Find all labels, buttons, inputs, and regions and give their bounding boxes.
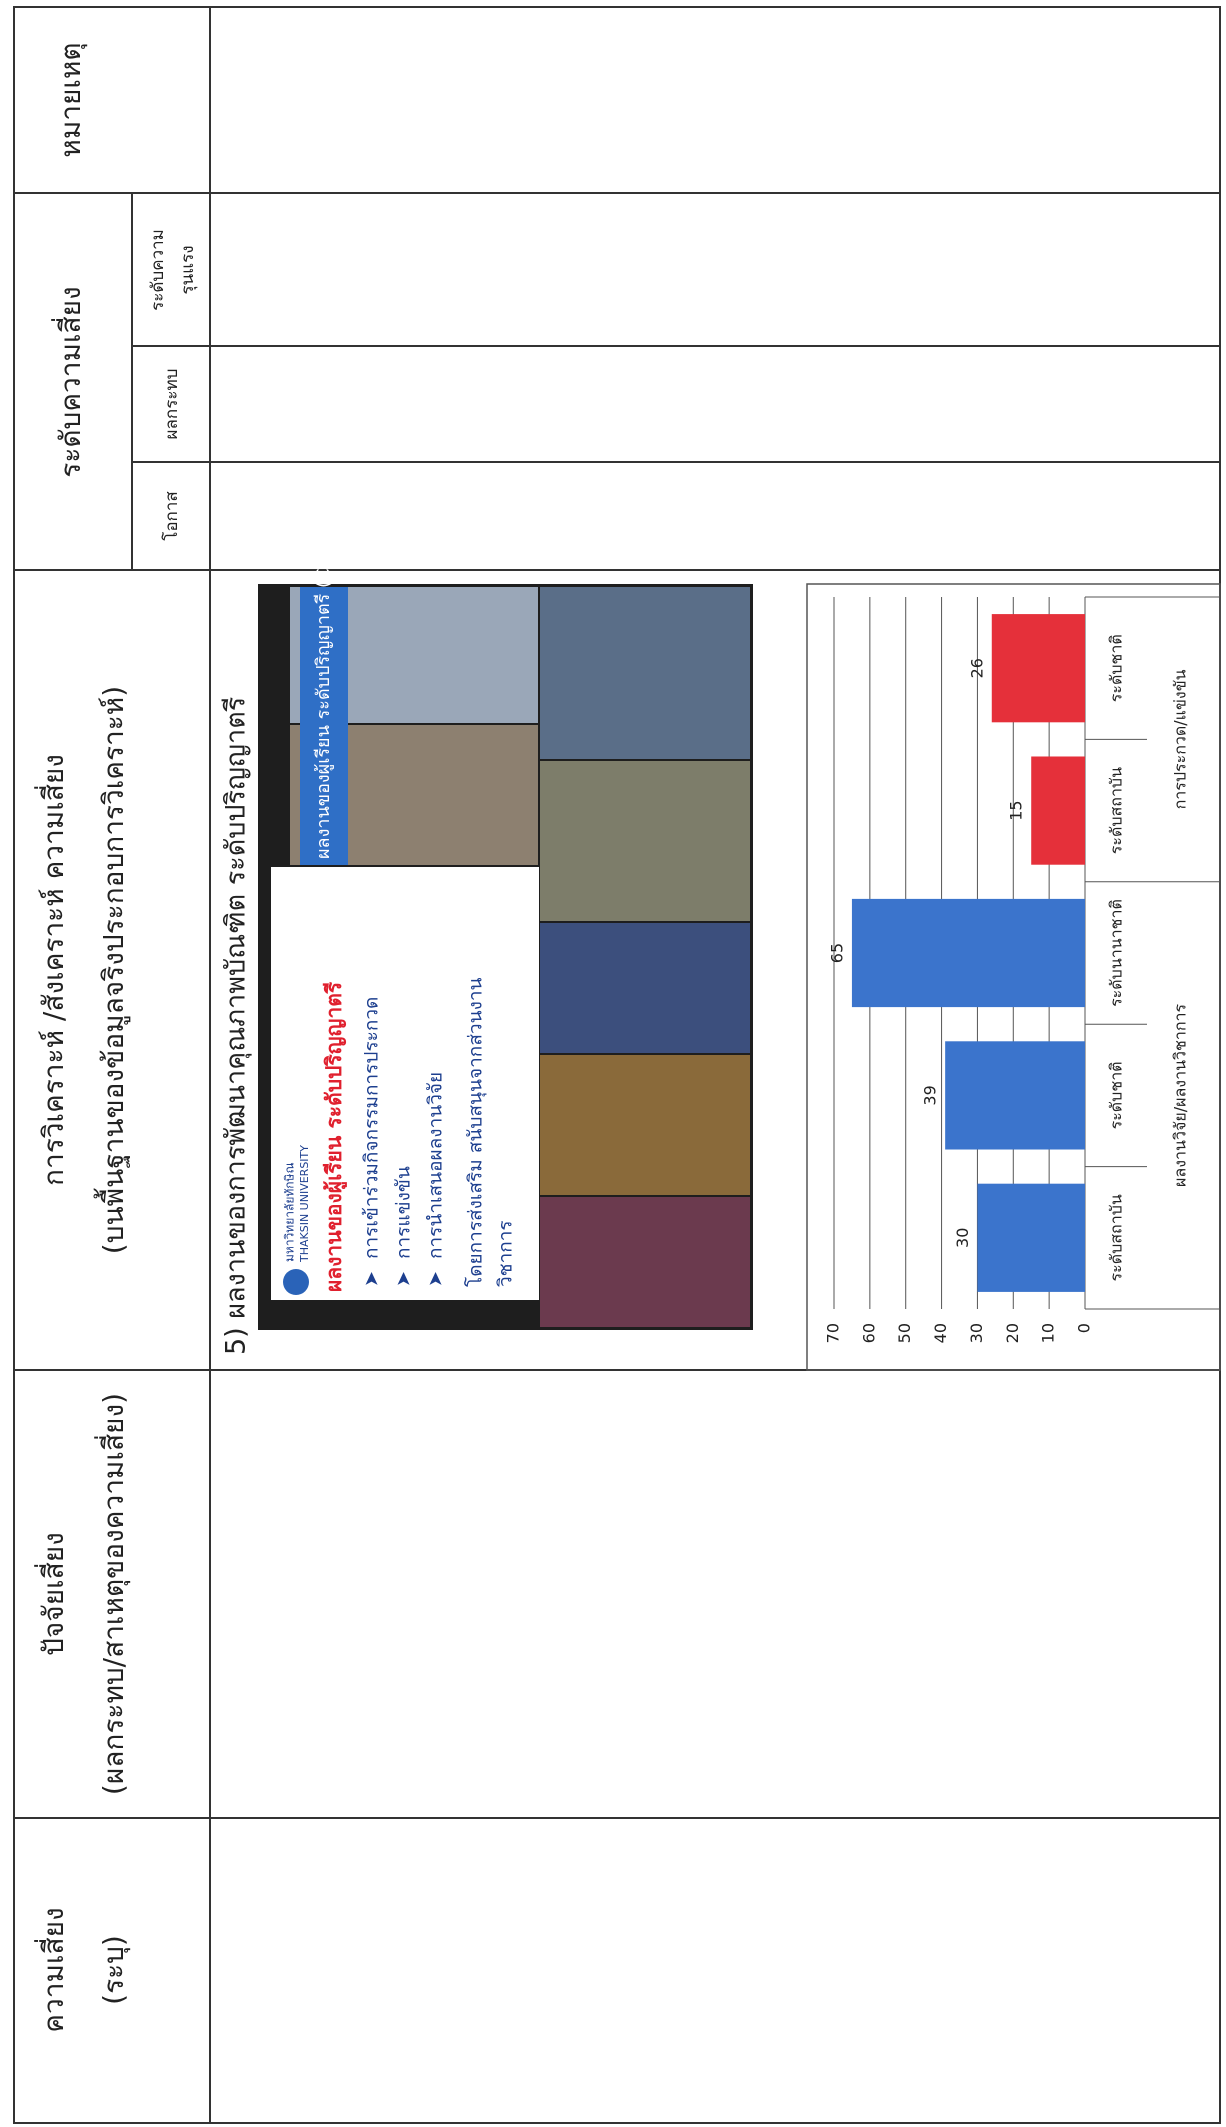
data-label: 65 [827,943,846,963]
sub-header: ระดับความ [148,229,168,311]
slide-bullet-marker: ➤ [393,1271,415,1287]
header: ความเสี่ยง [34,1907,70,2032]
header: หมายเหตุ [54,42,88,157]
slide-note: โดยการส่งเสริม สนับสนุนจากส่วนงาน [464,977,488,1287]
bar [1031,756,1085,865]
header: (ระบุ) [97,1935,131,2005]
slide-bullet-marker: ➤ [425,1271,447,1287]
x-tick-label: ระดับสถาบัน [1107,767,1126,854]
slide-banner: ผลงานของผู้เรียน ระดับปริญญาตรี (C.4) [313,544,334,859]
slide-bullet: การเข้าร่วมกิจกรรมการประกวด [361,997,383,1259]
y-tick-label: 50 [895,1323,914,1343]
y-tick-label: 10 [1039,1323,1058,1343]
data-label: 39 [921,1085,940,1105]
data-label: 30 [953,1228,972,1248]
header: การวิเคราะห์ /สังเคราะห์ ความเสี่ยง [34,754,70,1186]
x-group-label: การประกวด/แข่งขัน [1171,669,1190,809]
y-tick-label: 30 [967,1323,986,1343]
slide-note: วิชาการ [495,1220,517,1287]
bar [977,1183,1086,1292]
y-tick-label: 70 [824,1323,843,1343]
header: ระดับความเสี่ยง [51,286,87,477]
bar [991,614,1085,723]
slide-bullet-marker: ➤ [361,1271,383,1287]
data-label: 15 [1007,800,1026,820]
y-tick-label: 40 [931,1323,950,1343]
slide-logo-text: มหาวิทยาลัยทักษิณ [283,1162,297,1262]
section-title: 5) ผลงานของการพัฒนาคุณภาพบัณฑิต ระดับปริ… [221,697,253,1355]
x-tick-label: ระดับสถาบัน [1107,1194,1126,1281]
x-tick-label: ระดับชาติ [1107,1061,1126,1129]
sub-header: ผลกระทบ [162,369,182,440]
slide-bullet: การแข่งขัน [393,1166,415,1259]
chart: 0 10 20 30 40 50 60 70 30 ระดับสถาบัน 39 ระดับชาติ 6… [824,596,1220,1343]
header: (ผลกระทบ/สาเหตุของความเสี่ยง) [94,1393,131,1795]
header: (บนพื้นฐานของข้อมูลจริงประกอบการวิเคราะห… [93,686,131,1254]
data-label: 26 [967,658,986,678]
header: ปัจจัยเสี่ยง [34,1532,70,1656]
sub-header: โอกาส [161,491,182,541]
x-group-label: ผลงานวิจัย/ผลงานวิชาการ [1171,1003,1190,1186]
bar [945,1041,1086,1150]
slide-heading: ผลงานของผู้เรียน ระดับปริญญาตรี [322,981,348,1292]
slide-logo-text: THAKSIN UNIVERSITY [298,1145,311,1263]
sub-header: รุนแรง [178,245,198,294]
slide-bullet: การนำเสนอผลงานวิจัย [425,1072,447,1259]
y-tick-label: 20 [1003,1323,1022,1343]
chart-frame [806,583,1221,1371]
x-tick-label: ระดับชาติ [1107,634,1126,702]
y-tick-label: 0 [1075,1323,1094,1333]
x-tick-label: ระดับนานาชาติ [1107,899,1126,1007]
y-tick-label: 60 [859,1323,878,1343]
slide: ผลงานของผู้เรียน ระดับปริญญาตรี (C.4) มห… [258,544,753,1330]
bar [851,898,1086,1008]
